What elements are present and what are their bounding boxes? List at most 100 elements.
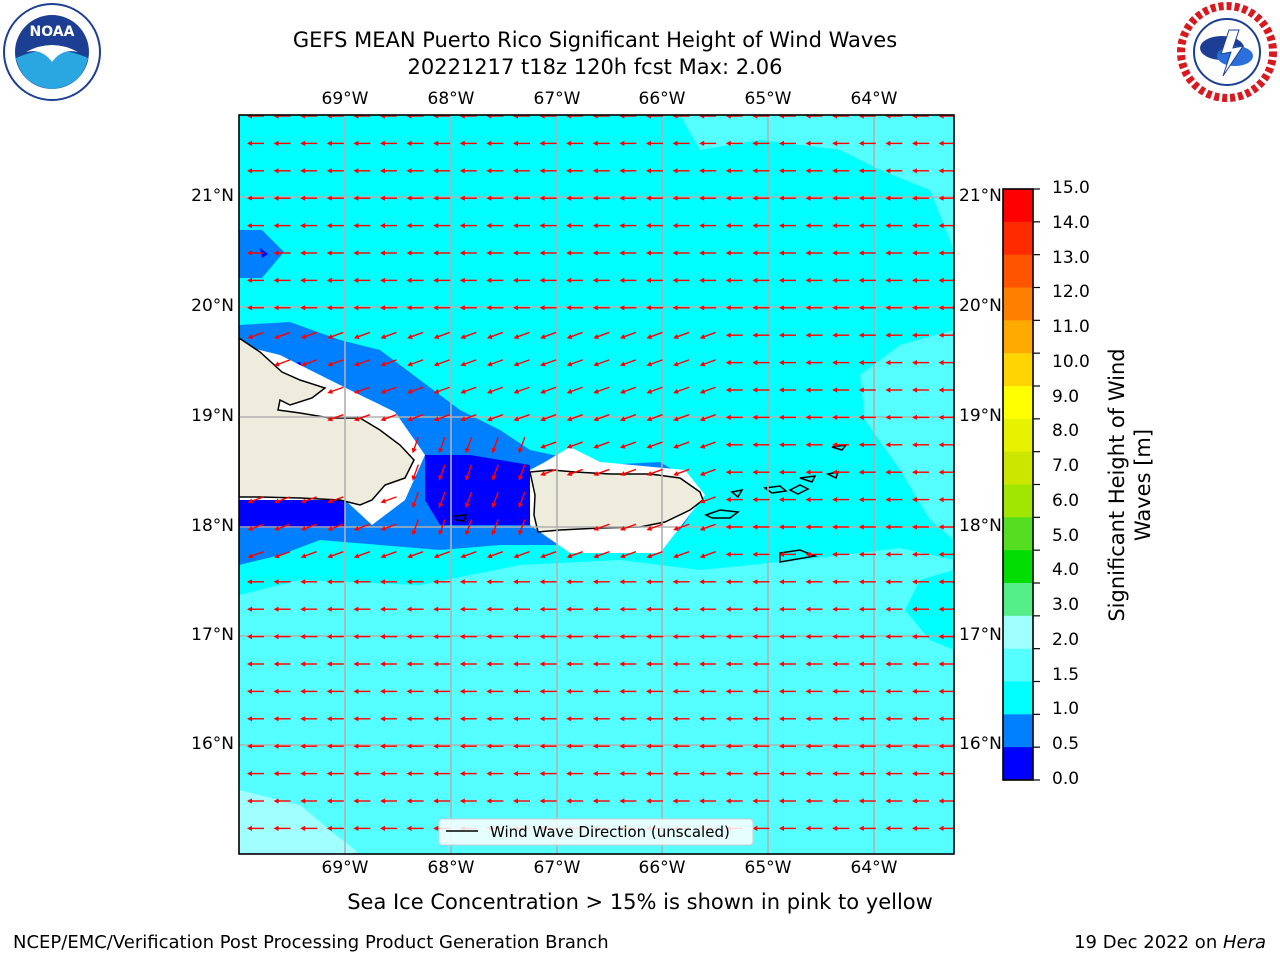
wind-wave-arrow (326, 634, 344, 640)
wind-wave-arrow (380, 716, 397, 722)
wind-wave-arrow (832, 115, 850, 119)
wind-wave-arrow (779, 250, 796, 256)
wind-wave-arrow (540, 468, 557, 477)
wind-wave-arrow (858, 469, 876, 475)
wind-wave-arrow (433, 798, 451, 804)
wind-wave-arrow (779, 140, 796, 146)
wind-wave-arrow (592, 115, 610, 119)
wind-wave-arrow (832, 305, 850, 311)
wind-wave-arrow (725, 442, 743, 448)
wind-wave-arrow (380, 140, 397, 146)
wind-wave-arrow (486, 716, 504, 722)
wind-wave-arrow (459, 661, 477, 667)
wind-wave-arrow (406, 771, 424, 777)
wind-wave-arrow (885, 551, 903, 557)
wind-wave-arrow (646, 468, 663, 477)
wind-wave-arrow (539, 606, 557, 612)
wind-wave-arrow (460, 386, 477, 394)
colorbar-tick-label: 12.0 (1052, 282, 1090, 303)
wind-wave-arrow (938, 634, 954, 640)
wind-wave-arrow (912, 634, 929, 640)
wind-wave-arrow (805, 551, 823, 557)
wind-wave-arrow (593, 331, 610, 340)
wind-wave-arrow (433, 115, 451, 119)
sea-ice-note: Sea Ice Concentration > 15% is shown in … (347, 890, 933, 914)
wind-wave-arrow (832, 798, 850, 804)
wind-wave-arrow (380, 331, 397, 340)
wind-wave-arrow (464, 437, 473, 454)
colorbar-tick-label: 8.0 (1052, 421, 1080, 442)
wind-wave-arrow (592, 140, 610, 146)
wind-wave-arrow (433, 331, 450, 340)
wind-wave-arrow (646, 523, 663, 531)
wind-wave-arrow (673, 468, 690, 477)
wind-wave-arrow (459, 195, 477, 201)
wind-wave-arrow (805, 195, 823, 201)
wind-wave-arrow (353, 386, 371, 394)
wind-wave-arrow (938, 771, 954, 777)
wind-wave-arrow (353, 277, 371, 283)
wind-wave-arrow (273, 195, 291, 201)
wind-wave-arrow (592, 277, 610, 283)
wind-wave-arrow (805, 305, 823, 311)
wind-wave-arrow (805, 277, 823, 283)
wind-wave-arrow (273, 634, 291, 640)
wind-wave-arrow (353, 743, 371, 749)
wind-wave-arrow (486, 551, 504, 559)
wind-wave-arrow (885, 743, 903, 749)
wind-wave-arrow (673, 331, 690, 340)
wind-wave-arrow (699, 771, 717, 777)
wind-wave-arrow (486, 386, 504, 394)
wind-wave-arrow (832, 277, 850, 283)
wind-wave-arrow (619, 523, 637, 531)
wind-wave-arrow (540, 414, 557, 422)
colorbar-tick-label: 15.0 (1052, 178, 1090, 198)
wind-wave-arrow (885, 168, 903, 174)
wind-wave-arrow (673, 523, 690, 531)
wind-wave-arrow (725, 168, 743, 174)
wind-wave-arrow (593, 441, 610, 449)
wind-wave-arrow (273, 688, 291, 694)
wind-wave-arrow (699, 223, 717, 229)
wind-wave-arrow (513, 688, 530, 694)
wind-wave-arrow (406, 195, 424, 201)
lon-tick-top: 68°W (427, 89, 475, 109)
wind-wave-arrow (912, 140, 929, 146)
colorbar-tick-label: 0.0 (1052, 769, 1080, 789)
wind-wave-arrow (353, 223, 371, 229)
wind-wave-arrow (858, 606, 876, 612)
wind-wave-arrow (353, 195, 371, 201)
wind-wave-arrow (646, 195, 663, 201)
wind-wave-arrow (699, 195, 717, 201)
wind-wave-arrow (725, 606, 743, 612)
wind-wave-arrow (539, 305, 557, 311)
colorbar-swatch (1003, 254, 1033, 288)
wind-wave-arrow (459, 798, 477, 804)
wind-wave-arrow (885, 223, 903, 229)
wind-wave-arrow (725, 688, 743, 694)
wind-wave-arrow (300, 579, 318, 585)
wind-wave-arrow (858, 442, 876, 448)
wind-wave-arrow (619, 468, 637, 477)
wind-wave-arrow (885, 332, 903, 338)
colorbar-swatch (1003, 681, 1033, 715)
wind-wave-arrow (779, 497, 796, 503)
wind-wave-arrow (539, 634, 557, 640)
wind-wave-arrow (380, 195, 397, 201)
wind-wave-arrow (699, 743, 717, 749)
wind-wave-arrow (486, 168, 504, 174)
wind-wave-arrow (646, 386, 663, 394)
wind-wave-arrow (592, 771, 610, 777)
wind-wave-arrow (779, 195, 796, 201)
wind-wave-arrow (672, 743, 690, 749)
wind-wave-arrow (300, 195, 318, 201)
colorbar-tick-label: 1.5 (1052, 664, 1080, 685)
wind-wave-arrow (592, 688, 610, 694)
wind-wave-arrow (805, 115, 823, 119)
wind-wave-arrow (725, 387, 743, 393)
wind-wave-arrow (491, 437, 499, 454)
wind-wave-arrow (513, 168, 530, 174)
wind-wave-arrow (406, 305, 424, 311)
wind-wave-arrow (885, 387, 903, 393)
wind-wave-arrow (300, 825, 318, 831)
